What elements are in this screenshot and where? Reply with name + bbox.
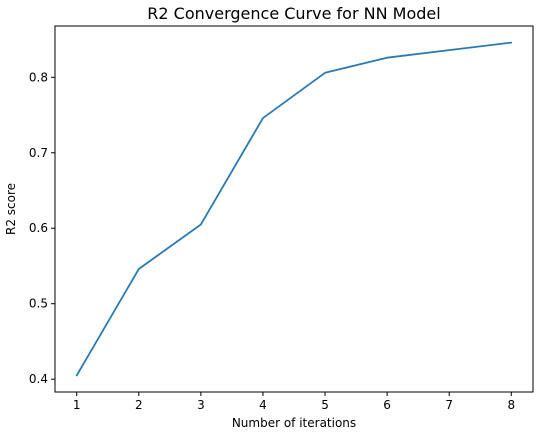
x-tick-label: 5 (321, 398, 329, 412)
y-tick-label: 0.5 (29, 297, 48, 311)
x-tick-label: 1 (73, 398, 81, 412)
plot-area (54, 25, 534, 393)
x-tick-label: 2 (135, 398, 143, 412)
x-axis-label: Number of iterations (232, 416, 356, 430)
y-axis-label: R2 score (4, 183, 18, 235)
x-axis-ticks: 1 2 3 4 5 6 7 8 (73, 392, 515, 412)
series-line-0 (75, 41, 513, 377)
x-tick-label: 4 (259, 398, 267, 412)
series-layer (75, 41, 513, 377)
y-tick-label: 0.8 (29, 70, 48, 84)
x-tick-label: 8 (507, 398, 515, 412)
y-tick-label: 0.4 (29, 372, 48, 386)
y-tick-label: 0.6 (29, 221, 48, 235)
x-tick-label: 7 (445, 398, 453, 412)
x-tick-label: 3 (197, 398, 205, 412)
x-tick-label: 6 (383, 398, 391, 412)
chart-title: R2 Convergence Curve for NN Model (147, 4, 440, 23)
y-axis-ticks: 0.4 0.5 0.6 0.7 0.8 (29, 70, 55, 386)
y-tick-label: 0.7 (29, 146, 48, 160)
